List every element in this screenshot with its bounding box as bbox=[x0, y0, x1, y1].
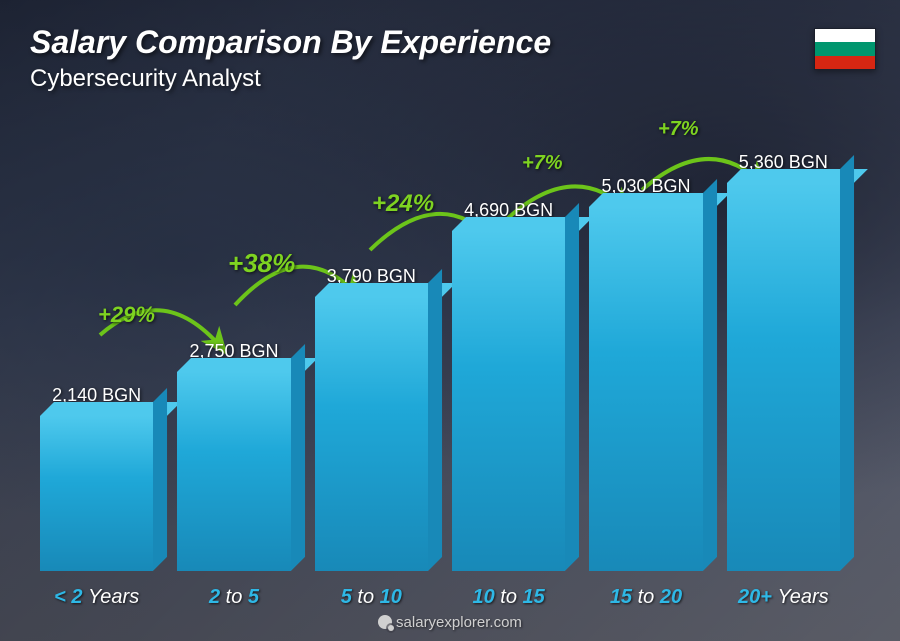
bar bbox=[315, 297, 428, 571]
category-labels: < 2 Years 2 to 5 5 to 10 10 to 15 15 to 20 20… bbox=[40, 586, 840, 609]
category-label: 20+ Years bbox=[727, 586, 840, 609]
increase-badge: +24% bbox=[372, 190, 434, 218]
header: Salary Comparison By Experience Cybersec… bbox=[30, 24, 551, 93]
bar bbox=[452, 231, 565, 571]
bar-slot: 4,690 BGN bbox=[452, 200, 565, 571]
flag-stripe-mid bbox=[815, 42, 875, 55]
footer-text: salaryexplorer.com bbox=[396, 614, 522, 631]
bar-slot: 5,030 BGN bbox=[589, 176, 702, 571]
increase-badge: +7% bbox=[522, 152, 563, 175]
increase-badge: +29% bbox=[98, 302, 155, 328]
bar-slot: 2,750 BGN bbox=[177, 341, 290, 571]
bar bbox=[177, 372, 290, 571]
bar-slot: 2,140 BGN bbox=[40, 385, 153, 571]
category-label: < 2 Years bbox=[40, 586, 153, 609]
page-subtitle: Cybersecurity Analyst bbox=[30, 65, 551, 93]
logo-icon bbox=[378, 615, 392, 629]
chart-area: 2,140 BGN2,750 BGN3,790 BGN4,690 BGN5,03… bbox=[40, 140, 840, 571]
bars-container: 2,140 BGN2,750 BGN3,790 BGN4,690 BGN5,03… bbox=[40, 140, 840, 571]
country-flag bbox=[814, 28, 876, 70]
bar bbox=[727, 183, 840, 571]
bar-slot: 3,790 BGN bbox=[315, 266, 428, 571]
bar bbox=[589, 207, 702, 571]
page-title: Salary Comparison By Experience bbox=[30, 24, 551, 61]
category-label: 15 to 20 bbox=[589, 586, 702, 609]
flag-stripe-top bbox=[815, 29, 875, 42]
category-label: 5 to 10 bbox=[315, 586, 428, 609]
category-label: 2 to 5 bbox=[177, 586, 290, 609]
increase-badge: +38% bbox=[228, 248, 295, 279]
category-label: 10 to 15 bbox=[452, 586, 565, 609]
bar bbox=[40, 416, 153, 571]
bar-slot: 5,360 BGN bbox=[727, 152, 840, 571]
footer: salaryexplorer.com bbox=[0, 614, 900, 631]
increase-badge: +7% bbox=[658, 118, 699, 141]
flag-stripe-bot bbox=[815, 56, 875, 69]
